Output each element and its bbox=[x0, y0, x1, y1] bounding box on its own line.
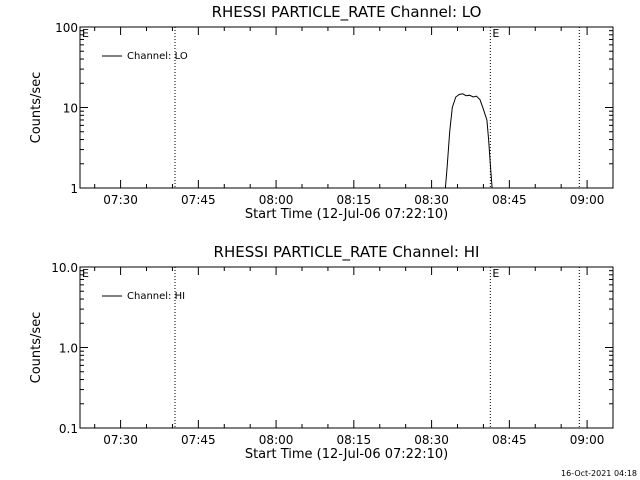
x-tick-label: 08:15 bbox=[337, 193, 372, 207]
x-tick-label: 08:15 bbox=[337, 433, 372, 447]
y-tick-label: 100 bbox=[55, 21, 78, 35]
legend-label: Channel: HI bbox=[127, 291, 185, 302]
marker-label: E bbox=[492, 27, 499, 40]
y-tick-label: 10.0 bbox=[51, 261, 78, 275]
y-axis-label: Counts/sec bbox=[29, 72, 44, 144]
chart-title: RHESSI PARTICLE_RATE Channel: LO bbox=[212, 3, 482, 22]
x-axis-label: Start Time (12-Jul-06 07:22:10) bbox=[245, 207, 448, 222]
x-tick-label: 09:00 bbox=[570, 193, 605, 207]
chart-title: RHESSI PARTICLE_RATE Channel: HI bbox=[214, 243, 480, 262]
y-axis-label: Counts/sec bbox=[29, 312, 44, 384]
x-tick-label: 07:45 bbox=[181, 193, 216, 207]
x-tick-label: 08:30 bbox=[414, 433, 449, 447]
series-line bbox=[444, 93, 493, 189]
x-tick-label: 08:45 bbox=[492, 433, 527, 447]
panel-lo-channel: RHESSI PARTICLE_RATE Channel: LO 07:30 07:… bbox=[29, 3, 614, 222]
y-tick-label: 10 bbox=[63, 102, 78, 116]
y-tick-label: 1.0 bbox=[59, 342, 78, 356]
x-axis-label: Start Time (12-Jul-06 07:22:10) bbox=[245, 447, 448, 462]
footer-timestamp: 16-Oct-2021 04:18 bbox=[561, 469, 637, 478]
y-tick-label: 0.1 bbox=[59, 422, 78, 436]
x-tick-label: 08:45 bbox=[492, 193, 527, 207]
x-tick-label: 09:00 bbox=[570, 433, 605, 447]
x-tick-label: 08:00 bbox=[259, 433, 294, 447]
x-tick-label: 07:30 bbox=[103, 193, 138, 207]
y-tick-label: 1 bbox=[70, 182, 78, 196]
marker-label: E bbox=[492, 267, 499, 280]
legend-label: Channel: LO bbox=[127, 51, 188, 62]
x-tick-label: 08:30 bbox=[414, 193, 449, 207]
x-tick-label: 07:30 bbox=[103, 433, 138, 447]
x-tick-label: 08:00 bbox=[259, 193, 294, 207]
flag-label: E bbox=[82, 27, 89, 40]
x-tick-label: 07:45 bbox=[181, 433, 216, 447]
flag-label: E bbox=[82, 267, 89, 280]
panel-hi-channel: RHESSI PARTICLE_RATE Channel: HI 07:30 07:… bbox=[29, 243, 614, 462]
